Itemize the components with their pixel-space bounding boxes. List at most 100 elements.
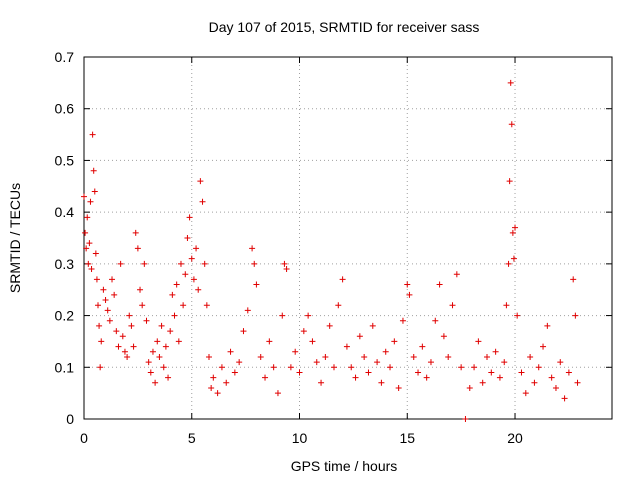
data-point bbox=[382, 348, 389, 355]
data-point bbox=[508, 121, 515, 128]
data-point bbox=[160, 364, 167, 371]
grid-layer bbox=[84, 57, 612, 419]
data-point bbox=[182, 271, 189, 278]
data-point bbox=[227, 348, 234, 355]
data-point bbox=[458, 364, 465, 371]
data-point bbox=[91, 188, 98, 195]
data-point bbox=[244, 307, 251, 314]
data-point bbox=[501, 359, 508, 366]
data-point bbox=[348, 364, 355, 371]
data-point bbox=[305, 312, 312, 319]
data-point bbox=[462, 416, 469, 422]
data-point bbox=[548, 374, 555, 381]
data-point bbox=[126, 312, 133, 319]
data-point bbox=[87, 198, 94, 205]
y-tick-label: 0.1 bbox=[55, 359, 75, 375]
data-point bbox=[188, 255, 195, 262]
data-point bbox=[95, 302, 102, 309]
data-point bbox=[557, 359, 564, 366]
data-point bbox=[96, 322, 103, 329]
data-point bbox=[432, 317, 439, 324]
data-point bbox=[335, 302, 342, 309]
data-point bbox=[106, 317, 113, 324]
data-point bbox=[544, 322, 551, 329]
data-point bbox=[466, 384, 473, 391]
data-point bbox=[565, 369, 572, 376]
data-point bbox=[197, 178, 204, 185]
data-point bbox=[391, 338, 398, 345]
data-point bbox=[177, 260, 184, 267]
data-point bbox=[113, 328, 120, 335]
y-tick-label: 0.6 bbox=[55, 101, 75, 117]
data-point bbox=[570, 276, 577, 283]
data-point bbox=[318, 379, 325, 386]
data-point bbox=[471, 364, 478, 371]
data-point bbox=[143, 317, 150, 324]
data-point bbox=[503, 302, 510, 309]
data-point bbox=[190, 276, 197, 283]
y-tick-label: 0.2 bbox=[55, 308, 75, 324]
data-point bbox=[92, 250, 99, 257]
data-point bbox=[201, 260, 208, 267]
data-point bbox=[561, 395, 568, 402]
data-point bbox=[124, 353, 131, 360]
data-point bbox=[266, 338, 273, 345]
data-point bbox=[218, 364, 225, 371]
data-point bbox=[208, 384, 215, 391]
data-point bbox=[257, 353, 264, 360]
data-point bbox=[165, 374, 172, 381]
data-point bbox=[214, 390, 221, 397]
data-point bbox=[121, 348, 128, 355]
data-point bbox=[175, 338, 182, 345]
data-point bbox=[326, 322, 333, 329]
data-point bbox=[330, 364, 337, 371]
data-point bbox=[274, 390, 281, 397]
data-point bbox=[128, 322, 135, 329]
data-point bbox=[115, 343, 122, 350]
data-point bbox=[404, 281, 411, 288]
y-tick-label: 0.5 bbox=[55, 152, 75, 168]
y-tick-label: 0.3 bbox=[55, 256, 75, 272]
x-tick-label: 20 bbox=[507, 430, 523, 446]
data-point bbox=[83, 245, 90, 252]
data-point bbox=[361, 353, 368, 360]
data-point bbox=[180, 302, 187, 309]
data-point bbox=[82, 229, 89, 236]
data-point bbox=[171, 312, 178, 319]
data-point bbox=[365, 369, 372, 376]
data-point bbox=[104, 307, 111, 314]
data-point bbox=[139, 302, 146, 309]
data-point bbox=[210, 374, 217, 381]
data-point bbox=[186, 214, 193, 221]
data-point bbox=[510, 255, 517, 262]
data-point bbox=[158, 322, 165, 329]
y-tick-label: 0.7 bbox=[55, 49, 75, 65]
data-point bbox=[167, 328, 174, 335]
data-point bbox=[249, 245, 256, 252]
data-point bbox=[496, 374, 503, 381]
data-point bbox=[445, 353, 452, 360]
points-layer bbox=[81, 79, 581, 422]
data-point bbox=[89, 131, 96, 138]
data-point bbox=[339, 276, 346, 283]
data-point bbox=[531, 379, 538, 386]
data-point bbox=[296, 369, 303, 376]
data-point bbox=[399, 317, 406, 324]
data-point bbox=[134, 245, 141, 252]
data-point bbox=[98, 338, 105, 345]
data-point bbox=[279, 312, 286, 319]
x-tick-label: 0 bbox=[80, 430, 88, 446]
data-point bbox=[184, 235, 191, 241]
data-point bbox=[522, 390, 529, 397]
data-point bbox=[475, 338, 482, 345]
data-point bbox=[574, 379, 581, 386]
data-point bbox=[410, 353, 417, 360]
data-point bbox=[440, 333, 447, 340]
data-point bbox=[205, 353, 212, 360]
data-point bbox=[453, 271, 460, 278]
data-point bbox=[251, 260, 258, 267]
data-point bbox=[395, 384, 402, 391]
data-point bbox=[100, 286, 107, 293]
x-tick-label: 5 bbox=[188, 430, 196, 446]
data-point bbox=[130, 343, 137, 350]
